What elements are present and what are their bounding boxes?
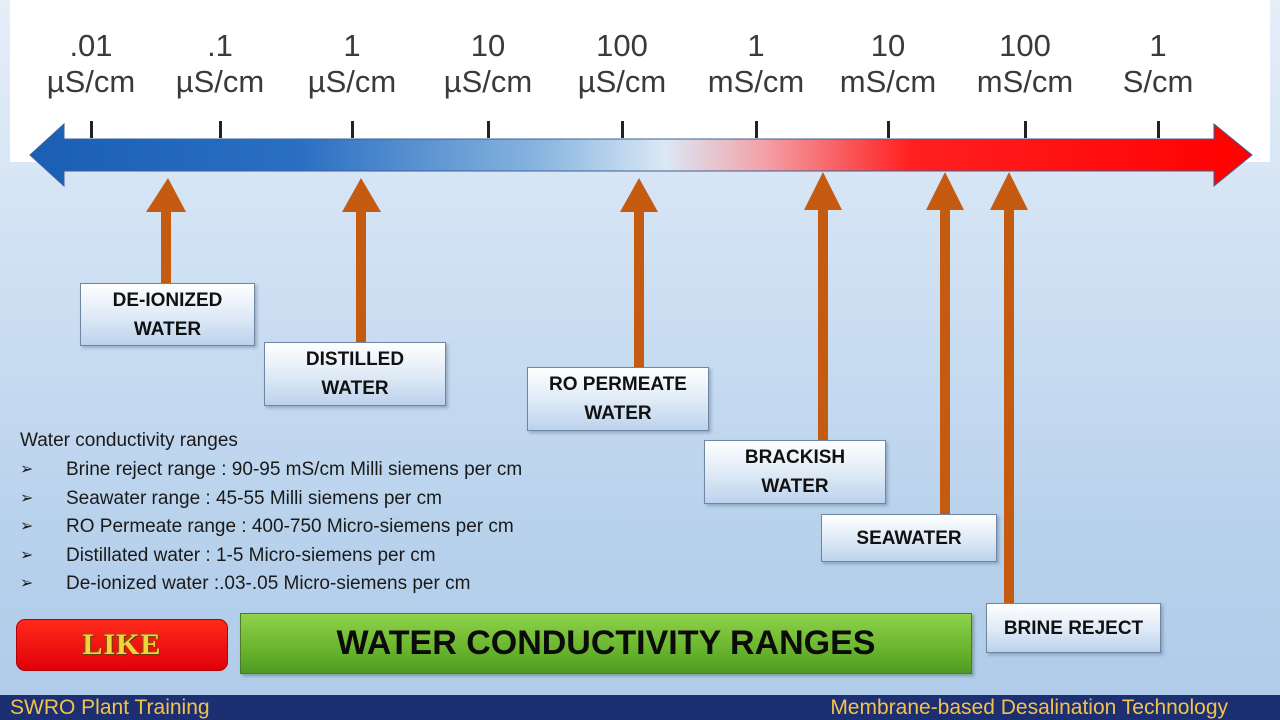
tick-label: 10 mS/cm bbox=[828, 28, 948, 100]
label-line: WATER bbox=[761, 476, 829, 497]
label-line: RO PERMEATE bbox=[549, 374, 687, 395]
tick-label: .01 µS/cm bbox=[31, 28, 151, 100]
range-text: Brine reject range : 90-95 mS/cm Milli s… bbox=[66, 459, 523, 480]
pointer-arrow-ro-permeate bbox=[620, 178, 658, 368]
tick-mark bbox=[487, 121, 490, 138]
tick-unit: µS/cm bbox=[577, 64, 667, 99]
tick-unit: µS/cm bbox=[175, 64, 265, 99]
footer-right-text: Membrane-based Desalination Technology bbox=[830, 696, 1228, 719]
pointer-arrow-brackish bbox=[804, 172, 842, 442]
label-brackish-water: BRACKISH WATER bbox=[704, 440, 886, 504]
bullet-arrow-icon: ➢ bbox=[20, 575, 34, 592]
label-line: DE-IONIZED bbox=[112, 289, 223, 311]
list-item: ➢ RO Permeate range : 400-750 Micro-siem… bbox=[20, 513, 660, 542]
footer-left-text: SWRO Plant Training bbox=[10, 696, 210, 719]
label-line: BRINE REJECT bbox=[1003, 617, 1144, 639]
tick-value: .1 bbox=[207, 28, 233, 63]
scale-panel: .01 µS/cm .1 µS/cm 1 µS/cm 10 µS/cm 100 … bbox=[10, 0, 1270, 162]
pointer-arrow-distilled bbox=[342, 178, 381, 344]
tick-mark bbox=[1024, 121, 1027, 138]
tick-value: 10 bbox=[870, 28, 906, 63]
bullet-arrow-icon: ➢ bbox=[20, 461, 34, 478]
label-line: BRACKISH bbox=[744, 447, 846, 468]
tick-unit: µS/cm bbox=[46, 64, 136, 99]
tick-mark bbox=[887, 121, 890, 138]
like-button[interactable]: LIKE bbox=[16, 619, 228, 671]
range-text: De-ionized water :.03-.05 Micro-siemens … bbox=[66, 573, 471, 594]
list-item: ➢ Distillated water : 1-5 Micro-siemens … bbox=[20, 542, 660, 571]
label-seawater: SEAWATER bbox=[821, 514, 997, 562]
list-item: ➢ Brine reject range : 90-95 mS/cm Milli… bbox=[20, 456, 660, 485]
bullet-arrow-icon: ➢ bbox=[20, 546, 34, 564]
tick-value: 100 bbox=[596, 28, 648, 63]
tick-value: 1 bbox=[747, 28, 765, 63]
banner-title: WATER CONDUCTIVITY RANGES bbox=[336, 624, 876, 662]
tick-label: 100 µS/cm bbox=[562, 28, 682, 100]
ranges-title: Water conductivity ranges bbox=[20, 430, 238, 451]
tick-unit: mS/cm bbox=[976, 64, 1074, 99]
conductivity-ranges-list: Water conductivity ranges ➢ Brine reject… bbox=[20, 428, 660, 599]
label-line: WATER bbox=[584, 403, 652, 424]
tick-unit: µS/cm bbox=[443, 64, 533, 99]
range-text: RO Permeate range : 400-750 Micro-siemen… bbox=[66, 516, 514, 537]
label-line: WATER bbox=[133, 318, 202, 340]
tick-label: 1 S/cm bbox=[1098, 28, 1218, 100]
tick-mark bbox=[621, 121, 624, 138]
label-distilled-water: DISTILLED WATER bbox=[264, 342, 446, 406]
tick-mark bbox=[90, 121, 93, 138]
tick-unit: S/cm bbox=[1122, 64, 1194, 99]
tick-label: 1 mS/cm bbox=[696, 28, 816, 100]
label-brine-reject: BRINE REJECT bbox=[986, 603, 1161, 653]
footer-bar: SWRO Plant Training Membrane-based Desal… bbox=[0, 695, 1280, 720]
tick-mark bbox=[351, 121, 354, 138]
tick-unit: µS/cm bbox=[307, 64, 397, 99]
tick-value: 100 bbox=[999, 28, 1051, 63]
list-item: ➢ Seawater range : 45-55 Milli siemens p… bbox=[20, 485, 660, 514]
tick-label: 100 mS/cm bbox=[965, 28, 1085, 100]
tick-unit: mS/cm bbox=[707, 64, 805, 99]
pointer-arrow-seawater bbox=[926, 172, 964, 516]
tick-unit: mS/cm bbox=[839, 64, 937, 99]
list-item: ➢ De-ionized water :.03-.05 Micro-siemen… bbox=[20, 570, 660, 599]
label-line: WATER bbox=[321, 378, 389, 399]
title-banner: WATER CONDUCTIVITY RANGES bbox=[240, 613, 972, 674]
label-deionized-water: DE-IONIZED WATER bbox=[80, 283, 255, 346]
label-line: SEAWATER bbox=[856, 527, 962, 549]
bullet-arrow-icon: ➢ bbox=[20, 489, 34, 507]
like-label: LIKE bbox=[82, 628, 162, 661]
label-line: DISTILLED bbox=[305, 349, 405, 370]
tick-label: 1 µS/cm bbox=[292, 28, 412, 100]
range-text: Seawater range : 45-55 Milli siemens per… bbox=[66, 487, 442, 509]
tick-mark bbox=[755, 121, 758, 138]
bullet-arrow-icon: ➢ bbox=[20, 518, 34, 535]
range-text: Distillated water : 1-5 Micro-siemens pe… bbox=[66, 544, 436, 566]
tick-label: .1 µS/cm bbox=[160, 28, 280, 100]
conductivity-scale-arrow bbox=[29, 122, 1253, 188]
tick-value: 1 bbox=[343, 28, 361, 63]
tick-label: 10 µS/cm bbox=[428, 28, 548, 100]
tick-mark bbox=[219, 121, 222, 138]
tick-mark bbox=[1157, 121, 1160, 138]
tick-value: 1 bbox=[1149, 28, 1167, 63]
tick-value: 10 bbox=[470, 28, 506, 63]
label-ro-permeate-water: RO PERMEATE WATER bbox=[527, 367, 709, 431]
tick-value: .01 bbox=[69, 28, 113, 63]
